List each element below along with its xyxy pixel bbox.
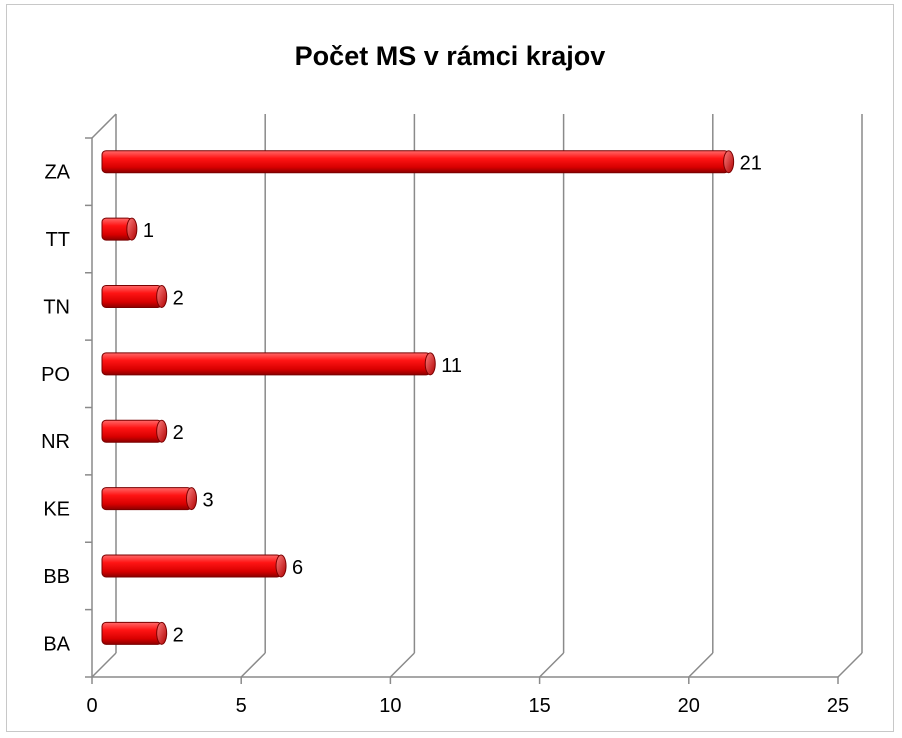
data-label: 6 xyxy=(292,557,303,579)
bar-end-cap xyxy=(156,621,168,645)
bar xyxy=(101,621,163,645)
data-label: 2 xyxy=(173,422,184,444)
bar xyxy=(101,150,730,174)
data-label: 21 xyxy=(740,153,762,175)
data-label: 2 xyxy=(173,287,184,309)
bar-end-cap xyxy=(156,419,168,443)
bar xyxy=(101,284,163,308)
y-tick-label: ZA xyxy=(44,162,70,184)
data-label: 1 xyxy=(143,220,154,242)
bar-end-cap xyxy=(186,487,198,511)
floor-gridline xyxy=(91,652,117,678)
floor-gridline xyxy=(837,652,863,678)
floor-gridline xyxy=(240,652,266,678)
bar-end-cap xyxy=(126,217,138,241)
y-tick-label: BA xyxy=(43,633,70,655)
data-label: 3 xyxy=(203,490,214,512)
bar-end-cap xyxy=(275,554,287,578)
x-tick-label: 25 xyxy=(827,695,849,717)
floor-gridline xyxy=(688,652,714,678)
y-axis-top-edge xyxy=(91,113,117,139)
y-tick-label: TT xyxy=(46,229,70,251)
y-tick-label: NR xyxy=(41,431,70,453)
y-tick-label: KE xyxy=(43,499,70,521)
x-tick-label: 10 xyxy=(379,695,401,717)
y-tick-label: PO xyxy=(41,364,70,386)
y-tick-label: TN xyxy=(43,296,70,318)
bar xyxy=(101,419,163,443)
floor-gridline xyxy=(539,652,565,678)
data-label: 11 xyxy=(441,355,462,377)
floor-gridline xyxy=(389,652,415,678)
bar-end-cap xyxy=(156,284,168,308)
bar xyxy=(101,554,282,578)
x-tick-label: 20 xyxy=(678,695,700,717)
bar xyxy=(101,487,193,511)
x-tick-label: 0 xyxy=(86,695,97,717)
x-tick-label: 5 xyxy=(236,695,247,717)
x-tick-label: 15 xyxy=(528,695,550,717)
data-label: 2 xyxy=(173,624,184,646)
chart-title: Počet MS v rámci krajov xyxy=(294,41,606,71)
bar-end-cap xyxy=(424,352,436,376)
bar xyxy=(101,352,431,376)
y-tick-label: BB xyxy=(43,566,70,588)
bar-end-cap xyxy=(723,150,735,174)
